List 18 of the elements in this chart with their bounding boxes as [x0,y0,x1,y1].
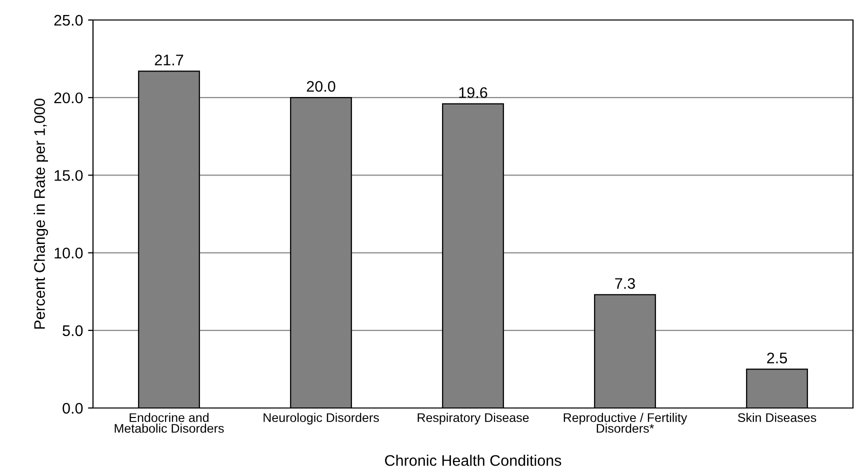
y-tick-label: 10.0 [54,248,83,258]
data-label: 21.7 [154,54,184,66]
x-tick-label: Reproductive / Fertility Disorders* [564,412,688,433]
x-tick-label: Neurologic Disorders [264,412,379,425]
y-tick-label: 5.0 [62,325,83,336]
data-label: 2.5 [767,352,787,364]
y-tick-label: 25.0 [54,14,83,26]
y-tick-label: 0.0 [62,402,83,414]
y-tick-label: 20.0 [54,92,83,104]
x-tick-label: Skin Diseases [738,412,816,422]
data-label: 19.6 [459,87,488,98]
y-axis-title: Percent Change in Rate per 1,000 [34,98,48,329]
x-axis-title: Chronic Health Conditions [385,454,562,466]
data-label: 7.3 [615,278,635,289]
x-tick-label: Respiratory Disease [418,412,529,425]
y-tick-label: 15.0 [54,170,83,181]
x-tick-label: Endocrine and Metabolic Disorders [114,412,224,433]
data-label: 20.0 [306,80,336,92]
